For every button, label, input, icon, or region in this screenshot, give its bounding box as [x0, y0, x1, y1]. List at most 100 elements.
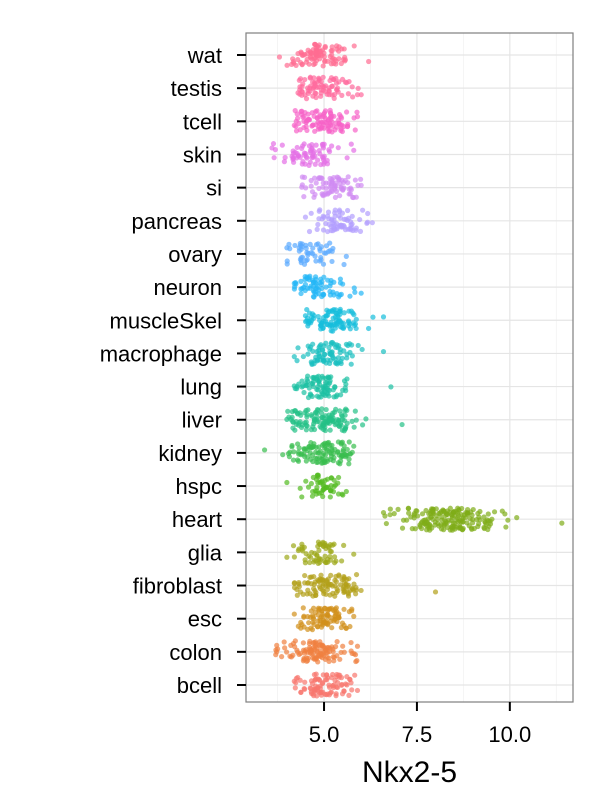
data-point	[332, 644, 339, 650]
data-point	[452, 526, 458, 532]
data-point	[370, 314, 376, 320]
data-point	[297, 240, 303, 247]
data-point	[327, 323, 333, 329]
data-point	[294, 358, 300, 364]
data-point	[325, 441, 331, 448]
data-point	[330, 328, 336, 334]
data-point	[329, 57, 335, 63]
data-point	[302, 214, 309, 220]
data-point	[335, 474, 342, 481]
data-point	[322, 58, 328, 64]
data-point	[346, 186, 352, 192]
data-point	[444, 511, 450, 517]
data-point	[290, 425, 296, 431]
data-point	[310, 122, 316, 128]
data-point	[304, 580, 311, 586]
data-point	[315, 314, 321, 320]
data-point	[291, 449, 297, 455]
series-colon	[273, 638, 361, 665]
series-glia	[284, 539, 357, 566]
data-point	[353, 417, 359, 423]
data-point	[380, 314, 387, 320]
data-point	[339, 558, 345, 564]
y-tick-label: skin	[183, 142, 222, 167]
data-point	[276, 54, 283, 60]
data-point	[333, 58, 339, 64]
data-point	[310, 593, 316, 599]
data-point	[329, 542, 336, 548]
data-point	[337, 656, 343, 662]
data-point	[331, 455, 337, 461]
y-tick-label: muscleSkel	[110, 308, 222, 333]
data-point	[343, 341, 349, 347]
data-point	[343, 625, 349, 631]
data-point	[309, 613, 316, 619]
data-point	[339, 491, 345, 497]
data-point	[315, 605, 322, 611]
data-point	[305, 117, 311, 123]
data-point	[341, 649, 347, 655]
data-point	[302, 572, 308, 579]
data-point	[313, 45, 319, 51]
data-point	[300, 605, 306, 611]
data-point	[312, 455, 319, 461]
data-point	[311, 426, 318, 433]
data-point	[333, 394, 339, 400]
data-point	[364, 219, 371, 225]
data-point	[311, 175, 318, 181]
data-point	[323, 243, 330, 249]
data-point	[284, 649, 290, 655]
data-point	[343, 488, 349, 495]
data-point	[347, 293, 353, 299]
data-point	[317, 248, 323, 254]
data-point	[315, 373, 322, 379]
data-point	[309, 277, 316, 283]
data-point	[328, 605, 335, 611]
data-point	[341, 573, 347, 580]
data-point	[316, 419, 322, 425]
data-point	[326, 387, 332, 393]
data-point	[300, 591, 306, 597]
data-point	[330, 315, 336, 321]
data-point	[294, 592, 300, 598]
data-point	[366, 58, 372, 65]
data-point	[295, 457, 301, 463]
data-point	[298, 255, 304, 261]
data-point	[559, 520, 565, 526]
data-point	[299, 92, 305, 98]
data-point	[320, 355, 326, 361]
data-point	[339, 325, 345, 331]
data-point	[317, 677, 323, 683]
data-point	[481, 524, 487, 531]
data-point	[341, 589, 347, 596]
data-point	[469, 526, 475, 532]
data-point	[348, 361, 354, 367]
data-point	[319, 120, 325, 126]
data-point	[334, 652, 340, 659]
data-point	[305, 407, 311, 413]
data-point	[303, 123, 309, 130]
data-point	[353, 571, 360, 578]
data-point	[297, 677, 303, 683]
data-point	[289, 61, 295, 67]
data-point	[298, 619, 304, 626]
data-point	[346, 461, 352, 467]
data-point	[338, 458, 344, 464]
data-point	[334, 43, 340, 49]
data-point	[326, 189, 333, 196]
data-point	[309, 549, 315, 556]
data-point	[324, 672, 330, 678]
data-point	[351, 43, 357, 49]
data-point	[326, 148, 333, 155]
data-point	[305, 484, 312, 490]
data-point	[341, 542, 347, 548]
data-point	[335, 614, 341, 621]
data-point	[310, 154, 316, 160]
data-point	[345, 319, 352, 326]
data-point	[314, 79, 320, 85]
data-point	[338, 127, 344, 134]
data-point	[342, 425, 349, 431]
data-point	[333, 579, 339, 585]
data-point	[302, 313, 309, 319]
data-point	[326, 128, 333, 134]
